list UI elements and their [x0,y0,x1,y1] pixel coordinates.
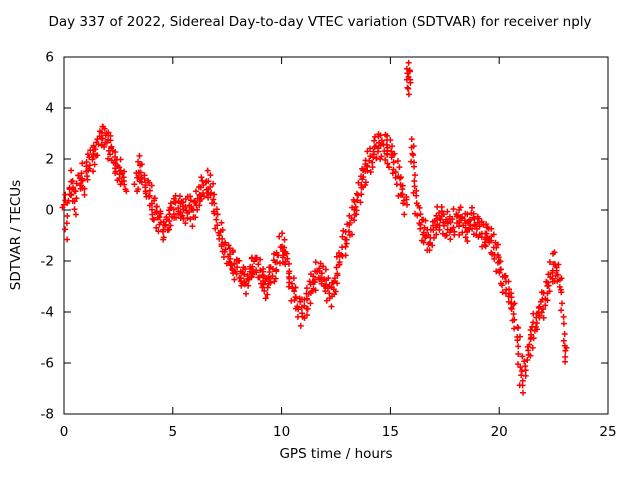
x-tick-label: 10 [273,424,290,440]
y-tick-label: 4 [45,101,54,117]
x-tick-label: 5 [169,424,178,440]
x-tick-label: 15 [382,424,399,440]
x-tick-label: 0 [60,424,69,440]
x-axis-label: GPS time / hours [279,446,393,462]
chart-title: Day 337 of 2022, Sidereal Day-to-day VTE… [48,14,592,30]
scatter-points [59,59,570,396]
x-tick-label: 25 [599,424,616,440]
x-tick-label: 20 [491,424,508,440]
y-tick-label: -4 [41,305,54,321]
y-tick-label: 6 [45,50,54,66]
y-tick-label: -8 [41,407,54,423]
y-tick-label: -2 [41,254,54,270]
plot-border [63,56,609,415]
y-tick-label: 0 [45,203,54,219]
y-tick-label: 2 [45,152,54,168]
y-tick-label: -6 [41,356,54,372]
axis-ticks [63,56,609,415]
